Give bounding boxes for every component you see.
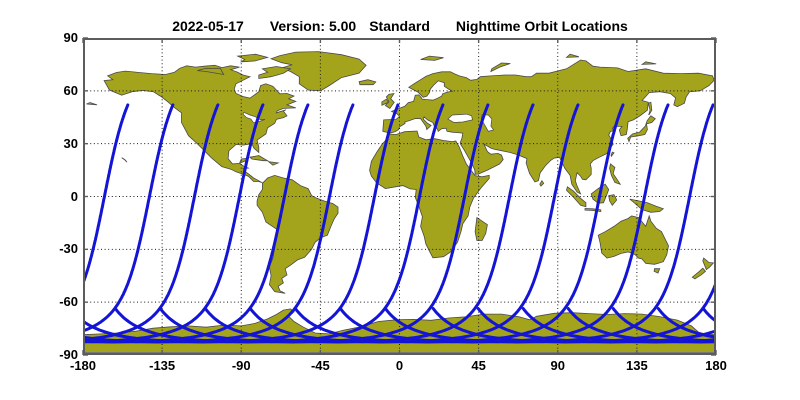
y-tick-label: -30 bbox=[59, 241, 78, 257]
orbit-track bbox=[203, 103, 535, 344]
land-iceland bbox=[358, 79, 377, 86]
land-new-siberian-islands bbox=[640, 61, 657, 65]
plot-title-date: 2022-05-17 bbox=[172, 18, 244, 34]
y-tick-label: -90 bbox=[59, 347, 78, 362]
land-sakhalin bbox=[15, 102, 18, 114]
land-philippines bbox=[609, 163, 622, 185]
land-hispaniola bbox=[267, 160, 280, 166]
land-cuba bbox=[249, 155, 270, 162]
land-severnaya-zemlya bbox=[565, 53, 580, 58]
land-new-guinea bbox=[0, 199, 30, 212]
land-hawaii bbox=[755, 158, 760, 162]
x-tick-label: 180 bbox=[705, 358, 727, 373]
lake-great-lakes bbox=[242, 111, 266, 124]
land-north-america bbox=[737, 65, 800, 183]
y-tick-label: -60 bbox=[59, 294, 78, 310]
orbit-track bbox=[113, 103, 445, 344]
x-tick-label: 45 bbox=[471, 358, 486, 373]
land-japan bbox=[627, 115, 656, 143]
land-new-siberian-islands bbox=[9, 62, 23, 65]
orbit-track bbox=[83, 103, 355, 344]
plot-title: 2022-05-17 Version: 5.00 Standard Nightt… bbox=[0, 18, 800, 34]
land-new-zealand-north bbox=[702, 257, 715, 271]
land-hawaii bbox=[121, 157, 128, 163]
y-tick-label: 90 bbox=[63, 30, 78, 45]
land-new-zealand-north bbox=[70, 258, 81, 270]
orbit-track bbox=[431, 278, 716, 344]
land-australia bbox=[0, 216, 36, 264]
y-tick-label: 60 bbox=[63, 82, 78, 98]
land-new-guinea bbox=[629, 198, 665, 213]
y-tick-label: 30 bbox=[63, 135, 78, 151]
orbit-track bbox=[83, 103, 220, 342]
orbit-track bbox=[748, 105, 800, 342]
land-novaya-zemlya bbox=[490, 62, 511, 73]
y-tick-label: 0 bbox=[70, 188, 78, 204]
land-antarctica bbox=[715, 334, 716, 353]
land-taiwan bbox=[610, 151, 615, 158]
land-svalbard bbox=[420, 55, 444, 61]
x-tick-label: -180 bbox=[69, 358, 97, 373]
land-japan bbox=[0, 116, 22, 142]
plot-title-mode: Standard bbox=[369, 18, 430, 34]
land-north-america bbox=[103, 64, 297, 184]
land-ellesmere-island bbox=[236, 53, 270, 63]
plot-frame bbox=[83, 38, 716, 355]
land-victoria-island bbox=[197, 67, 225, 76]
orbit-track bbox=[793, 105, 800, 342]
land-baffin-island bbox=[258, 66, 292, 79]
land-tasmania bbox=[21, 269, 27, 273]
world-map-land bbox=[0, 51, 800, 353]
land-aleutians bbox=[86, 102, 98, 106]
land-tasmania bbox=[653, 268, 661, 274]
orbit-tracks bbox=[0, 103, 800, 344]
x-tick-label: 0 bbox=[395, 358, 404, 373]
land-eurasia bbox=[0, 60, 81, 194]
orbit-track bbox=[0, 105, 35, 342]
lake-black-sea bbox=[447, 113, 473, 123]
grid-lines bbox=[83, 38, 716, 355]
x-tick-label: 135 bbox=[626, 358, 648, 373]
orbit-track bbox=[338, 103, 670, 344]
orbit-track bbox=[293, 103, 625, 344]
land-sakhalin bbox=[647, 101, 653, 115]
land-south-america bbox=[256, 174, 339, 294]
x-tick-label: 90 bbox=[550, 358, 565, 373]
land-antarctica bbox=[83, 334, 84, 353]
land-eurasia bbox=[382, 59, 715, 195]
plot-title-name: Nighttime Orbit Locations bbox=[455, 18, 628, 34]
land-united-kingdom bbox=[384, 92, 395, 109]
orbit-track bbox=[248, 103, 580, 344]
land-aleutians bbox=[720, 103, 731, 105]
orbit-track bbox=[656, 307, 716, 339]
orbit-track bbox=[83, 103, 265, 344]
land-sulawesi bbox=[608, 194, 618, 206]
land-new-zealand-south bbox=[691, 267, 707, 280]
land-australia bbox=[597, 214, 669, 265]
orbit-track bbox=[521, 307, 716, 344]
orbit-track bbox=[83, 103, 400, 344]
land-madagascar bbox=[474, 216, 488, 241]
x-tick-label: -135 bbox=[149, 358, 176, 373]
orbit-track bbox=[701, 307, 716, 324]
x-tick-label: -45 bbox=[310, 358, 330, 373]
orbit-track bbox=[83, 103, 175, 333]
land-sri-lanka bbox=[539, 179, 545, 187]
orbit-track bbox=[476, 307, 716, 344]
x-tick-label: -90 bbox=[231, 358, 251, 373]
plot-title-version: Version: 5.00 bbox=[269, 18, 357, 34]
land-new-zealand-south bbox=[59, 268, 72, 279]
orbit-track bbox=[83, 103, 130, 288]
land-ireland bbox=[381, 98, 390, 106]
orbit-track bbox=[158, 103, 490, 344]
orbit-track bbox=[83, 103, 310, 344]
